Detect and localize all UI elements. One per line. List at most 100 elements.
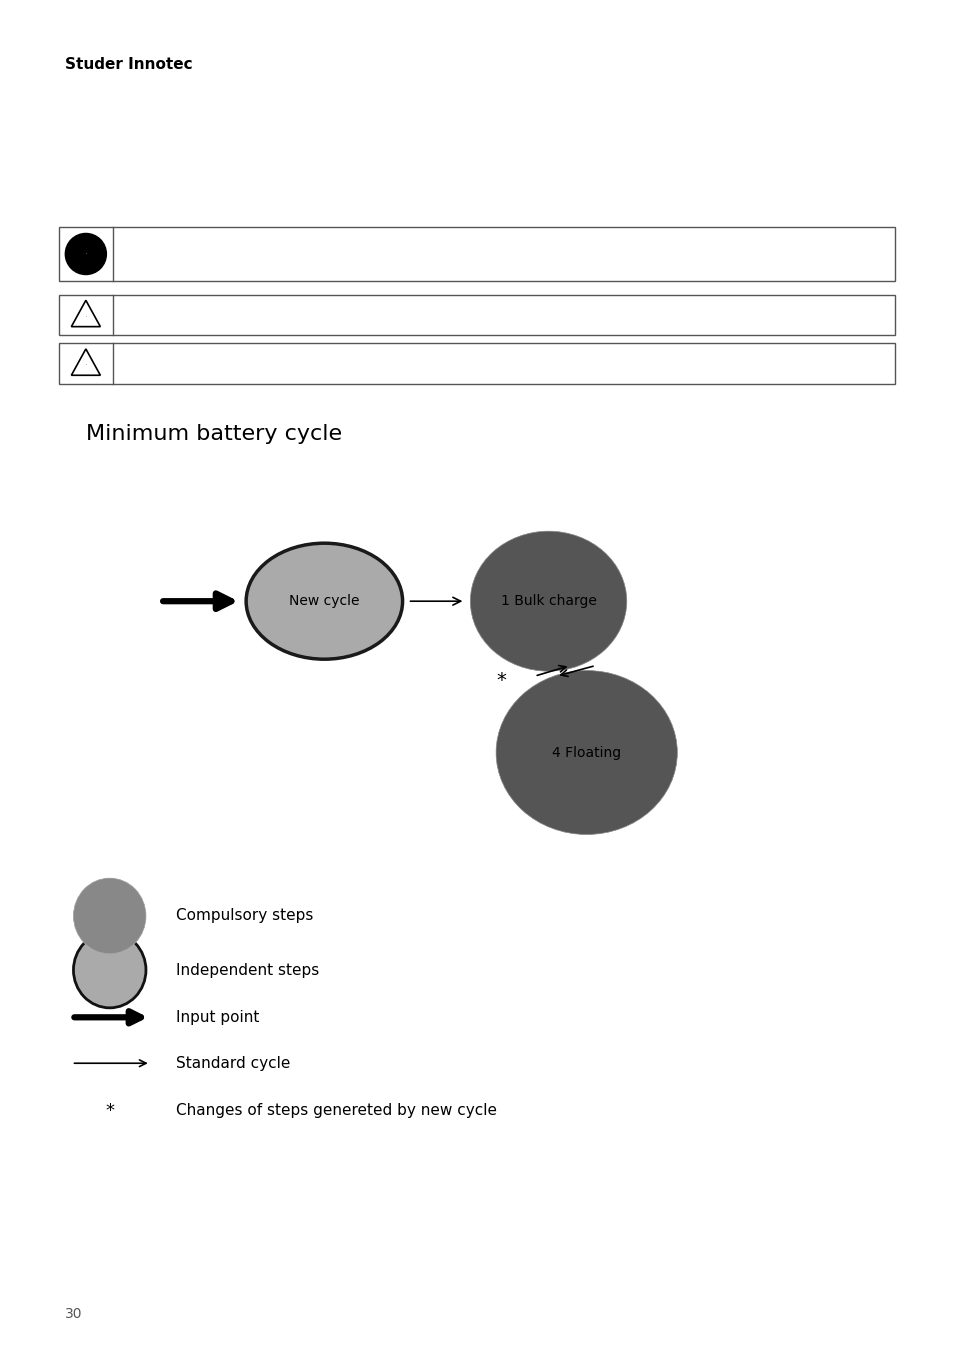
Ellipse shape [73,878,146,954]
Ellipse shape [87,893,117,924]
Ellipse shape [510,684,646,807]
Ellipse shape [83,889,126,932]
Ellipse shape [77,882,138,946]
Ellipse shape [535,707,595,761]
Ellipse shape [549,719,567,735]
Ellipse shape [492,551,580,631]
Ellipse shape [498,557,566,617]
Ellipse shape [517,574,528,584]
Ellipse shape [517,689,634,796]
Ellipse shape [80,885,132,939]
Ellipse shape [506,681,654,815]
Ellipse shape [87,892,119,925]
Ellipse shape [534,705,598,762]
Ellipse shape [517,573,530,585]
Ellipse shape [78,884,136,943]
Ellipse shape [512,685,642,802]
Ellipse shape [528,700,609,774]
Ellipse shape [497,557,568,619]
Ellipse shape [89,894,113,920]
Ellipse shape [494,553,577,627]
Ellipse shape [497,555,570,621]
Ellipse shape [554,723,557,725]
Ellipse shape [88,893,116,923]
Ellipse shape [501,559,561,613]
Text: New cycle: New cycle [289,594,359,608]
Ellipse shape [536,707,593,759]
Ellipse shape [508,682,650,811]
Ellipse shape [82,886,129,936]
Ellipse shape [552,721,560,730]
Ellipse shape [82,888,128,935]
Ellipse shape [75,881,142,950]
Ellipse shape [85,890,121,928]
Ellipse shape [479,539,607,654]
Ellipse shape [538,709,587,754]
Ellipse shape [489,549,586,635]
Ellipse shape [473,534,620,666]
Ellipse shape [470,531,626,671]
Ellipse shape [246,543,402,659]
Ellipse shape [509,566,545,598]
Ellipse shape [540,712,583,750]
Ellipse shape [95,901,99,905]
Ellipse shape [499,674,668,827]
Ellipse shape [472,532,622,667]
Ellipse shape [537,709,589,755]
Ellipse shape [471,532,624,670]
Text: *: * [105,1101,114,1120]
Ellipse shape [94,900,103,909]
Text: Independent steps: Independent steps [176,962,319,978]
Ellipse shape [498,673,671,830]
Ellipse shape [523,696,619,782]
Ellipse shape [92,898,106,912]
Ellipse shape [516,688,636,797]
Ellipse shape [80,885,132,940]
Text: Input point: Input point [176,1009,259,1025]
Text: 1 Bulk charge: 1 Bulk charge [500,594,596,608]
Ellipse shape [83,888,126,934]
Ellipse shape [502,677,662,821]
Ellipse shape [541,712,581,748]
Ellipse shape [531,703,603,769]
Ellipse shape [93,898,105,912]
Ellipse shape [470,531,626,671]
Ellipse shape [488,547,589,638]
Ellipse shape [75,881,141,948]
Ellipse shape [94,900,102,908]
Ellipse shape [485,544,595,643]
Ellipse shape [511,567,541,596]
Ellipse shape [85,890,122,929]
Ellipse shape [524,696,618,781]
Text: Standard cycle: Standard cycle [176,1055,291,1071]
Ellipse shape [512,569,538,593]
Ellipse shape [90,894,112,919]
Ellipse shape [484,544,597,644]
Ellipse shape [88,893,115,923]
Ellipse shape [84,889,124,931]
Ellipse shape [507,565,549,603]
Ellipse shape [95,901,100,907]
Ellipse shape [543,715,577,744]
Ellipse shape [550,719,564,734]
Ellipse shape [490,550,584,634]
Ellipse shape [533,704,599,765]
Ellipse shape [75,880,143,950]
Ellipse shape [544,715,575,742]
Ellipse shape [496,554,574,624]
Bar [59,343,894,384]
Text: Compulsory steps: Compulsory steps [176,908,314,924]
Ellipse shape [91,896,110,916]
Ellipse shape [506,563,551,604]
Ellipse shape [87,892,118,925]
Ellipse shape [86,892,120,927]
Ellipse shape [511,685,644,805]
Ellipse shape [90,896,112,919]
Ellipse shape [519,576,522,578]
Ellipse shape [518,574,526,581]
Ellipse shape [519,576,524,580]
Text: 30: 30 [65,1308,82,1321]
Ellipse shape [496,670,677,835]
Ellipse shape [81,886,130,936]
Ellipse shape [493,551,578,628]
